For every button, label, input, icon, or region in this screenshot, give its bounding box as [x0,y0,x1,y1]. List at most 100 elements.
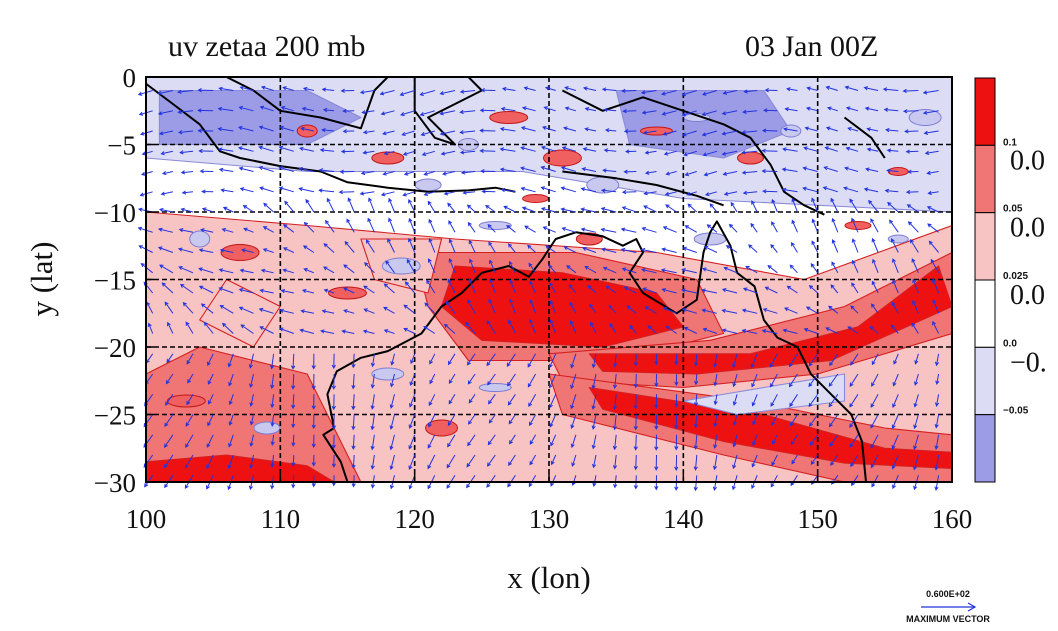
wind-vector [907,221,919,233]
wind-vector [789,394,798,408]
wind-vector [850,305,859,314]
wind-vector [742,109,758,114]
wind-vector [403,171,415,176]
wind-vector [935,373,940,386]
wind-vector [421,150,435,156]
wind-vector [604,128,617,133]
wind-vector [520,166,536,172]
wind-vector [830,454,839,466]
wind-vector [390,353,395,366]
wind-vector [385,260,395,274]
wind-vector [790,242,798,253]
wind-vector [829,434,839,447]
wind-vector [423,326,436,334]
wind-vector [520,186,536,193]
wind-vector [603,148,617,153]
wind-vector [600,227,617,233]
contour-blob [542,149,582,167]
wind-vector [301,106,315,112]
wind-vector [907,169,919,174]
wind-vector [311,434,316,449]
wind-vector [871,373,879,387]
wind-vector [228,414,234,426]
wind-vector [612,454,618,470]
wind-vector [934,394,940,407]
wind-vector [923,130,939,135]
wind-vector [178,266,194,274]
wind-vector [467,434,476,447]
wind-vector [488,298,496,314]
wind-vector [745,266,758,274]
wind-vector [804,126,818,132]
wind-vector [693,414,699,429]
wind-vector [564,86,577,91]
contour-blob [478,383,512,392]
wind-vector [249,373,254,389]
wind-vector [769,353,778,368]
wind-vector [249,454,254,469]
wind-vector [198,267,214,274]
wind-vector [303,221,315,233]
wind-vector [206,434,214,448]
wind-vector [829,353,839,367]
wind-vector [238,166,254,172]
wind-vector [661,110,677,116]
wind-vector [563,126,577,132]
wind-vector [892,258,899,273]
wind-vector [462,190,476,195]
wind-vector [401,130,415,136]
wind-vector [365,239,375,253]
wind-vector [752,414,758,426]
wind-vector [509,260,516,274]
wind-vector [298,187,315,193]
wind-vector [722,171,738,176]
wind-vector [486,320,496,334]
wind-vector [866,147,879,152]
wind-vector [620,227,637,233]
wind-vector [750,353,758,369]
wind-vector [447,278,456,294]
wind-vector [282,224,295,233]
wind-vector [528,262,537,274]
wind-vector [564,106,577,112]
contour-lines [166,109,942,437]
wind-vector [160,191,174,196]
wind-vector [828,305,839,314]
wind-vector [654,394,659,409]
wind-vector [528,475,537,488]
wind-vector [722,90,738,95]
wind-vector [592,454,597,469]
wind-vector [340,149,355,154]
wind-vector [529,434,537,445]
wind-vector [291,434,296,447]
wind-vector [520,126,536,132]
wind-vector [863,86,879,91]
wind-vector [589,321,597,334]
wind-vector [506,224,516,233]
wind-vector [742,287,758,294]
contour-blob [296,124,318,138]
wind-vector [548,353,557,369]
wind-vector [419,90,435,96]
wind-vector [654,353,659,366]
wind-vector [892,394,899,408]
wind-vector [674,394,679,408]
wind-vector [291,394,296,410]
wind-vector [280,105,294,112]
wind-vector [523,86,536,91]
contour-blob [780,124,802,138]
wind-vector [927,223,939,233]
wind-vector [732,353,738,369]
wind-vector [282,247,295,253]
wind-vector [387,238,395,253]
wind-vector [784,307,798,314]
wind-vector [351,434,356,450]
colorbar-swatch [974,144,996,214]
wind-vector [580,227,597,233]
wind-vector [228,373,234,387]
colorbar-level-label: −0.05 [1003,406,1029,417]
wind-vector [311,475,316,488]
wind-vector [408,217,416,233]
wind-vector [851,217,859,233]
wind-vector [890,324,899,334]
